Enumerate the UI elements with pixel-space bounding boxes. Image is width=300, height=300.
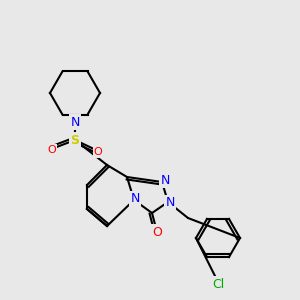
Text: N: N [165,196,175,209]
Text: Cl: Cl [212,278,224,290]
Text: O: O [48,145,56,155]
Text: N: N [160,173,170,187]
Text: S: S [70,134,80,146]
Text: N: N [130,193,140,206]
Text: O: O [152,226,162,238]
Text: O: O [94,147,102,157]
Text: N: N [70,116,80,128]
